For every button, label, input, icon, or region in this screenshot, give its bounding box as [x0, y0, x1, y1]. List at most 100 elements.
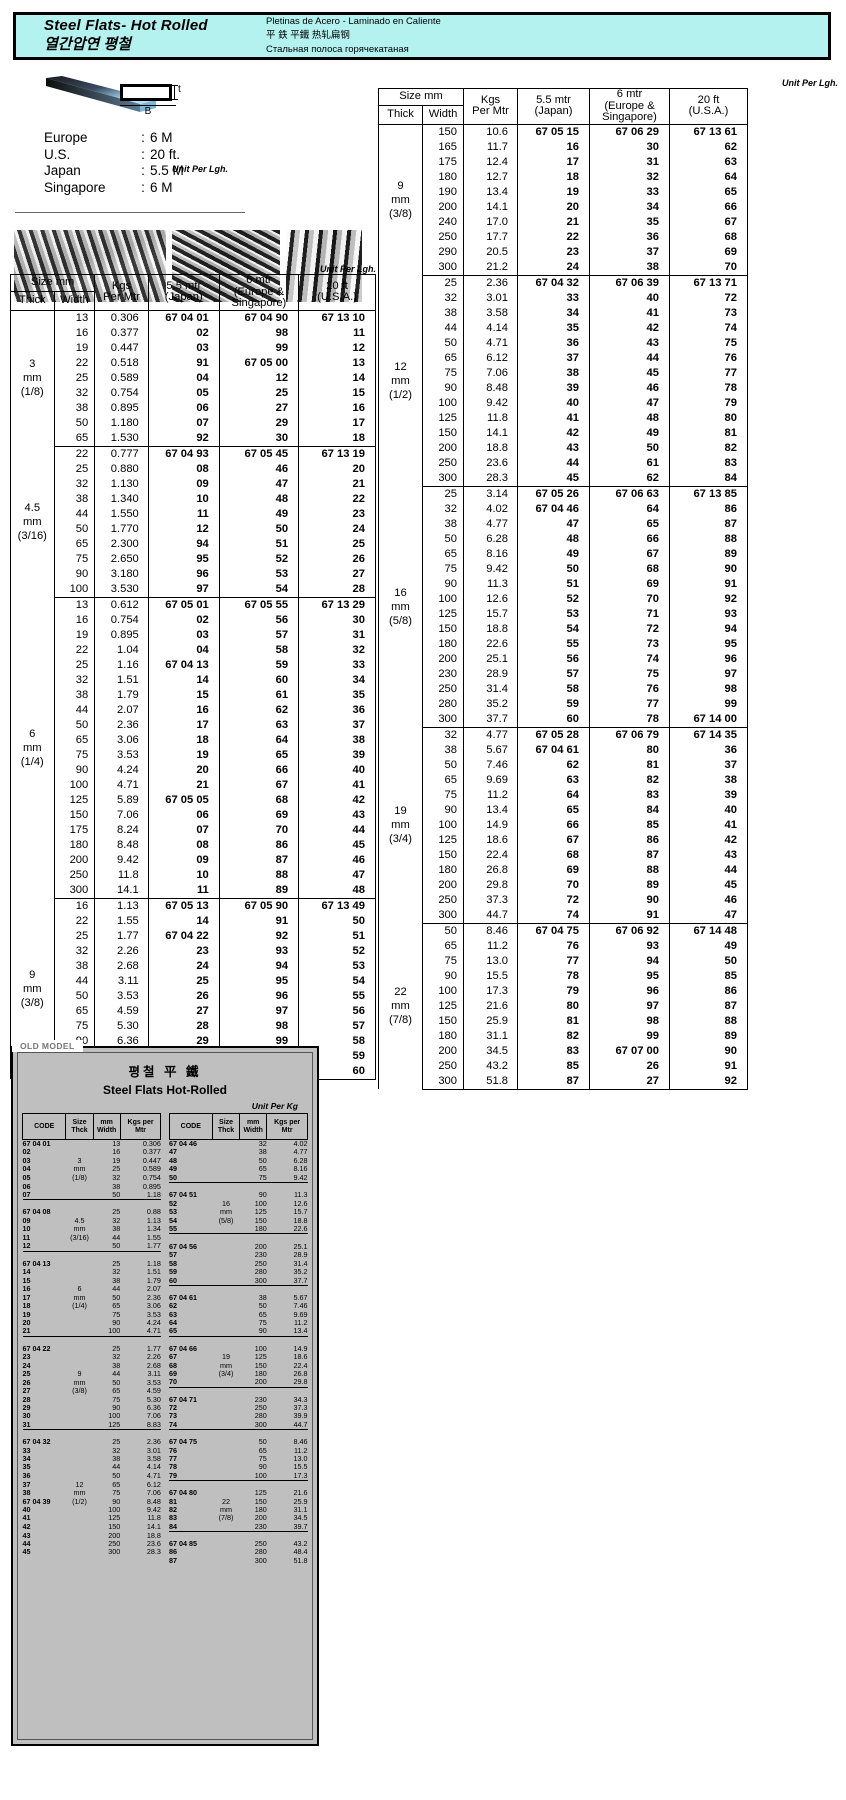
old-code: 15: [22, 1275, 31, 1285]
old-size-thck: [212, 1438, 239, 1446]
table-row: 300 37.7 60 78 67 14 00: [379, 711, 748, 728]
old-size-thck: [66, 1327, 93, 1336]
row-width: 25: [54, 370, 96, 386]
row-kgs-per-mtr: 3.01: [463, 290, 518, 306]
row-kgs-per-mtr: 0.777: [94, 446, 149, 462]
row-code-japan: 72: [517, 892, 590, 908]
old-kgs: 31.1: [293, 1504, 308, 1514]
row-kgs-per-mtr: 1.340: [94, 491, 149, 507]
old-code: 38: [22, 1488, 31, 1498]
row-code-europe: 67 06 79: [589, 727, 670, 743]
row-width: 25: [54, 461, 96, 477]
old-size-thck: [212, 1540, 239, 1548]
row-width: 150: [422, 621, 464, 637]
old-kgs: 1.51: [146, 1267, 161, 1277]
row-kgs-per-mtr: 37.7: [463, 711, 518, 728]
row-thickness: 19 mm (3/4): [378, 727, 423, 923]
old-model-unit: Unit Per Kg: [251, 1101, 298, 1111]
row-width: 125: [54, 792, 96, 808]
row-thickness: 9 mm (3/8): [378, 124, 423, 275]
old-kgs: 0.88: [146, 1207, 161, 1217]
old-size-thck: [66, 1191, 93, 1200]
old-kgs: 13.0: [293, 1454, 308, 1463]
table-row: 16 0.754 02 56 30: [11, 612, 376, 628]
old-size-thck: [66, 1548, 93, 1556]
row-code-japan: 22: [517, 229, 590, 245]
old-size-thck: [212, 1548, 239, 1556]
table-row: 75 11.2 64 83 39: [379, 787, 748, 803]
row-kgs-per-mtr: 35.2: [463, 696, 518, 712]
row-code-japan: 67 05 28: [517, 727, 590, 743]
old-code: 67 04 61: [169, 1292, 198, 1302]
row-width: 50: [422, 335, 464, 351]
old-code: 42: [22, 1522, 31, 1531]
row-kgs-per-mtr: 11.7: [463, 139, 518, 155]
old-th-kgs: Kgs per Mtr: [266, 1113, 308, 1140]
table-row: 280 35.2 59 77 99: [379, 696, 748, 712]
row-kgs-per-mtr: 14.9: [463, 817, 518, 833]
row-code-europe: 67: [219, 777, 300, 793]
old-code: 82: [169, 1504, 178, 1514]
old-kgs: 48.4: [293, 1547, 308, 1557]
table-row: 250 17.7 22 36 68: [379, 229, 748, 245]
table-row: 32 3.01 33 40 72: [379, 290, 748, 306]
row-code-japan: 15: [148, 687, 220, 703]
old-kgs: 3.06: [146, 1301, 161, 1311]
row-thickness: 16 mm (5/8): [378, 486, 423, 727]
old-code: 09: [22, 1215, 31, 1225]
banner-title-ru: Стальная полоса горячекатаная: [266, 43, 409, 55]
old-table-row: 45 300 28.3 86 280 48.4: [23, 1547, 308, 1557]
row-code-usa: 93: [669, 606, 748, 622]
old-table-row: 12 50 1.77 67 04 56 200 25.1: [23, 1242, 308, 1251]
old-size-thck: (1/2): [72, 1496, 87, 1506]
row-kgs-per-mtr: 18.8: [463, 621, 518, 637]
row-code-japan: 67: [517, 832, 590, 848]
old-width: 125: [254, 1207, 267, 1217]
old-kgs: 1.55: [146, 1232, 161, 1242]
row-code-europe: 54: [219, 581, 300, 598]
old-size-thck: [66, 1447, 93, 1455]
row-kgs-per-mtr: 11.8: [463, 410, 518, 426]
old-kgs: 12.6: [293, 1198, 308, 1208]
row-width: 125: [422, 998, 464, 1014]
row-code-usa: 47: [298, 867, 376, 883]
old-size-thck: [212, 1174, 239, 1183]
table-row: 19 0.895 03 57 31: [11, 627, 376, 643]
old-size-thck: 22: [222, 1496, 231, 1506]
row-code-europe: 59: [219, 657, 300, 673]
row-code-usa: 42: [669, 832, 748, 848]
table-row: 190 13.4 19 33 65: [379, 184, 748, 200]
row-code-japan: 10: [148, 491, 220, 507]
old-width: 16: [112, 1147, 121, 1157]
row-kgs-per-mtr: 8.46: [463, 923, 518, 939]
old-width: 38: [258, 1292, 267, 1302]
row-kgs-per-mtr: 4.24: [94, 762, 149, 778]
old-kgs: 1.13: [146, 1215, 161, 1225]
row-code-usa: 44: [669, 862, 748, 878]
banner-translations: Pletinas de Acero - Laminado en Caliente…: [266, 15, 441, 56]
row-width: 75: [54, 1018, 96, 1034]
row-width: 200: [422, 199, 464, 215]
table-row: 100 17.3 79 96 86: [379, 983, 748, 999]
row-width: 300: [422, 259, 464, 276]
table-row: 250 23.6 44 61 83: [379, 455, 748, 471]
row-code-japan: 28: [148, 1018, 220, 1034]
row-width: 50: [54, 415, 96, 431]
table-row: 150 18.8 54 72 94: [379, 621, 748, 637]
row-kgs-per-mtr: 1.77: [94, 928, 149, 944]
old-width: 75: [258, 1318, 267, 1328]
old-table-row: 18 (1/4) 65 3.06 62 50 7.46: [23, 1301, 308, 1311]
row-width: 250: [422, 455, 464, 471]
row-width: 25: [422, 486, 464, 502]
row-code-japan: 48: [517, 531, 590, 547]
old-size-thck: [66, 1319, 93, 1327]
row-code-usa: 40: [669, 802, 748, 818]
old-table-row: 33 32 3.01 76 65 11.2: [23, 1446, 308, 1455]
row-code-europe: 67 04 90: [219, 310, 300, 326]
row-code-usa: 22: [298, 491, 376, 507]
old-size-thck: [66, 1260, 93, 1268]
row-code-usa: 34: [298, 672, 376, 688]
table-row: 175 8.24 07 70 44: [11, 822, 376, 838]
row-kgs-per-mtr: 3.530: [94, 581, 149, 598]
row-width: 150: [54, 807, 96, 823]
